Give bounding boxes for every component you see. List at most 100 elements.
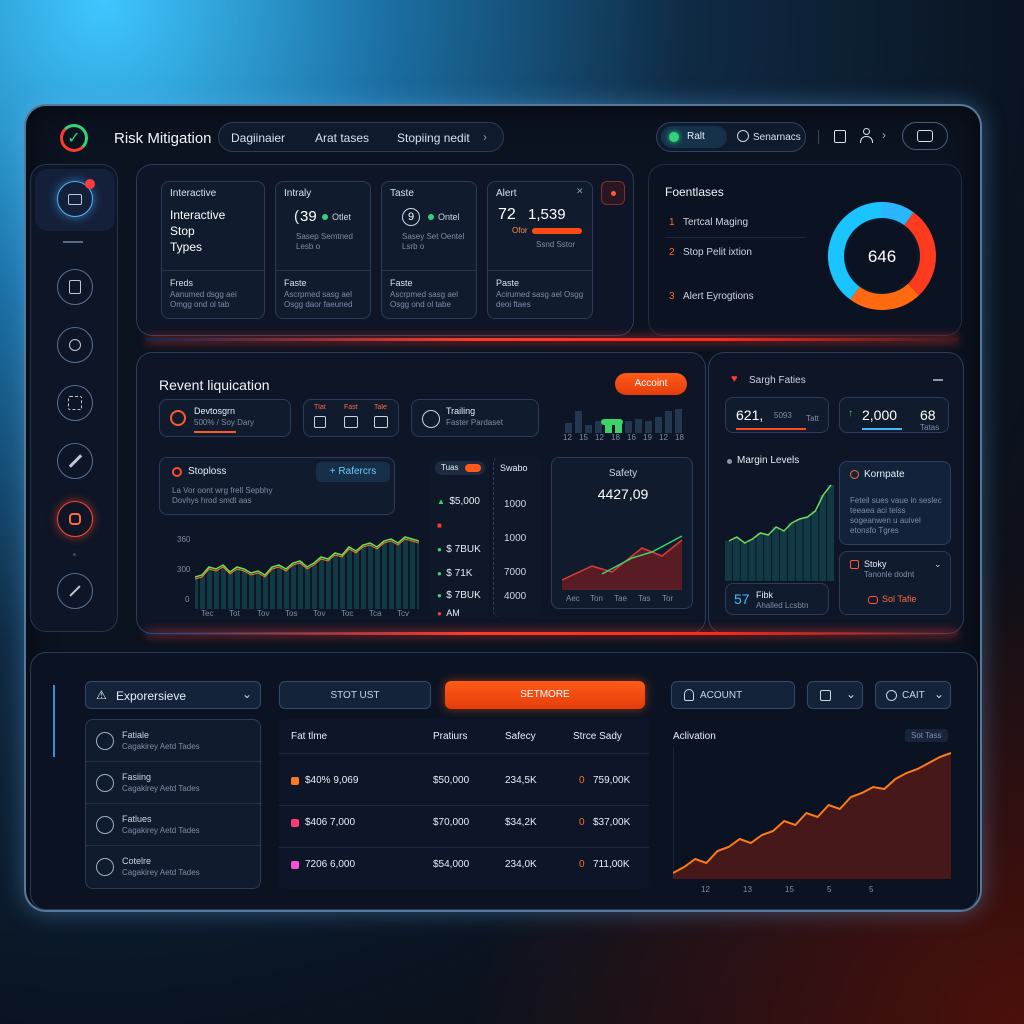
filter-dropdown[interactable]: ⌄ [807,681,863,709]
margin-footer-card[interactable]: 57 Fibk Ahalled Lcsbtn [725,583,829,615]
chart-bar [284,569,289,609]
activation-tag[interactable]: Sot Tass [905,729,948,742]
cart-dropdown[interactable]: CAIT ⌄ [875,681,951,709]
trade-icon: ● [437,569,442,578]
tab-dagiinaier[interactable]: Dagiinaier [231,131,286,145]
safety-card: Safety 4427,09 Aec Ton Tae Tas Tor [551,457,693,609]
komp-card[interactable]: Kornpate Feteil sues vaue in seslec teea… [839,461,951,545]
card-interactive[interactable]: Interactive Interactive Stop Types Freds… [161,181,265,319]
card-big-line-3: Types [170,240,203,254]
lock-icon[interactable] [314,416,326,428]
chevron-right-icon[interactable]: › [483,130,487,144]
margin-stat-2[interactable]: ↑ 2,000 68 Tatas [839,397,949,433]
card-alert[interactable]: Alert ✕ 72 1,539 Ofor Ssnd Sstor Paste A… [487,181,593,319]
list-item[interactable]: Fatiale Cagakirey Aetd Tades [86,720,262,762]
stop-set-label[interactable]: Sol Tafie [882,594,917,604]
x-tick: Tos [285,609,298,618]
donut-chart [828,202,936,310]
stoploss-button-label: Rafercrs [338,466,377,477]
user-icon-body [860,136,873,143]
table-row[interactable]: $40% 9,069 $50,000 234,5K 0 759,00K [279,763,649,803]
list-item[interactable]: Fasiing Cagakirey Aetd Tades [86,762,262,804]
trade-row[interactable]: ▲ $5,000 [437,491,480,509]
person-icon [684,689,694,701]
vol-tick: 12 [563,433,572,442]
add-card-button[interactable] [601,181,625,205]
user-icon[interactable] [860,128,873,143]
donut-segment [904,212,936,296]
margin-bar [756,533,764,581]
user-icon-head [863,128,870,135]
trade-row[interactable]: ● $ 7BUK [437,585,481,603]
cell-time: $406 7,000 [305,817,356,828]
table-divider [279,805,649,806]
close-icon[interactable]: ✕ [576,186,584,196]
table-row[interactable]: 7206 6,000 $54,000 234,0K 0 711,00K [279,847,649,887]
trade-row[interactable]: ● $ 7BUK [437,539,481,557]
bag-icon[interactable] [834,130,846,143]
chart-bar [389,539,394,609]
settings-button[interactable] [902,122,948,150]
volume-bar [645,421,652,433]
focus-item-3-label[interactable]: Alert Eyrogtions [683,291,754,302]
focus-item-1-label[interactable]: Tertcal Maging [683,217,749,228]
sidebar-item-calculator[interactable] [57,269,93,305]
trade-row[interactable]: ● $ 71K [437,563,472,581]
sidebar-item-users[interactable] [57,327,93,363]
stoploss-chart-x-axis: Tec Tot Tov Tos Tov Toc Tca Tcv [201,609,421,619]
chevron-right-icon[interactable]: › [882,128,886,142]
tab-stopiing-nedit[interactable]: Stopiing nedit [397,131,470,145]
gauge-icon [96,858,114,876]
table-header: Strce Sady [573,731,622,742]
image-icon[interactable] [344,416,358,428]
chart-bar [333,553,338,609]
stop-card[interactable]: Stoky Tanonle dodnt ⌄ Sol Tafie [839,551,951,615]
sidebar-item-reports[interactable] [57,385,93,421]
list-item[interactable]: Cotelre Cagakirey Aetd Tades [86,846,262,888]
volume-bar [595,421,602,433]
card-taste[interactable]: Taste 9 Ontel Sasey Set Oentel Lsrb o Fa… [381,181,477,319]
volume-bar [635,419,642,433]
chart-bar [382,541,387,609]
notification-badge [85,179,95,189]
set-more-button[interactable]: SETMORE [445,681,645,709]
table-row[interactable]: $406 7,000 $70,000 $34,2K 0 $37,00K [279,805,649,845]
volume-bars [565,409,682,433]
margin-stat-1[interactable]: 621, 5093 Tatt [725,397,829,433]
mode-toggle[interactable]: Ralt Senarnacs [656,122,806,152]
chevron-down-icon: ⌄ [242,687,253,701]
chart-icon[interactable] [374,416,388,428]
stop-list-button[interactable]: STOT UST [279,681,431,709]
activation-chart [673,747,951,879]
account-dropdown[interactable]: ACOUNT [671,681,795,709]
trade-row[interactable]: ■ [437,515,442,533]
card-title: Alert [496,188,517,199]
sidebar-item-edit[interactable] [57,443,93,479]
list-item[interactable]: Fatlues Cagakirey Aetd Tades [86,804,262,846]
type-dropdown[interactable]: ⚠ Exporersieve ⌄ [85,681,261,709]
cell-price: $70,000 [433,817,470,828]
menu-icon[interactable] [933,379,943,381]
plus-icon: + [329,466,339,477]
trades-column: Tuas ▲ $5,000 ■ ● $ 7BUK ● $ 71K ● $ 7BU… [431,457,489,618]
card-title: Interactive [170,188,217,199]
calculator-icon [69,280,81,294]
cell-status: 759,00K [593,775,631,786]
trades-header-pill [465,464,481,472]
sidebar-item-transfer[interactable] [57,573,93,609]
dev-card[interactable]: Devtosgrn 500% / Soy Dary [159,399,291,437]
account-button[interactable]: Accoint [615,373,687,395]
trade-value: $5,000 [449,496,480,507]
stoploss-button[interactable]: + Rafercrs [316,462,390,482]
tab-arat-tases[interactable]: Arat tases [315,131,370,145]
sidebar-item-profile[interactable] [57,501,93,537]
toggle-left[interactable]: Ralt [661,126,727,148]
toggle-right-label[interactable]: Senarnacs [753,132,801,143]
trailing-card[interactable]: Trailing Faster Pardaset [411,399,539,437]
sidebar-item-dashboard[interactable] [57,181,93,217]
trade-row[interactable]: ● AM [437,603,460,621]
komp-title: Kornpate [864,469,905,480]
card-intraly[interactable]: Intraly ( 39 Otlet Sasep Semtned Lesb o … [275,181,371,319]
focus-item-2-label[interactable]: Stop Pelit ixtion [683,247,752,258]
chevron-down-icon[interactable]: ⌄ [934,559,942,569]
